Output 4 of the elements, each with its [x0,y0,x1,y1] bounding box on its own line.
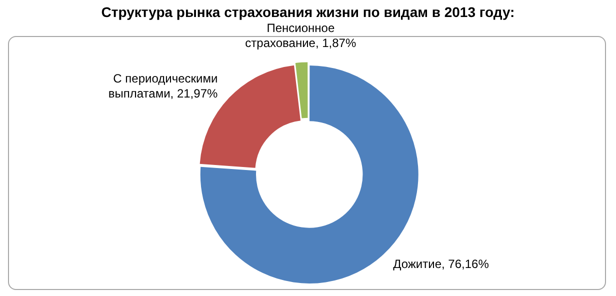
slice-label: Дожитие, 76,16% [393,256,490,271]
chart-title: Структура рынка страхования жизни по видам в 2013 году: [100,4,516,20]
slice-label: Пенсионное страхование, 1,87% [245,21,356,50]
slice-label: С периодическими выплатами, 21,97% [108,71,218,100]
